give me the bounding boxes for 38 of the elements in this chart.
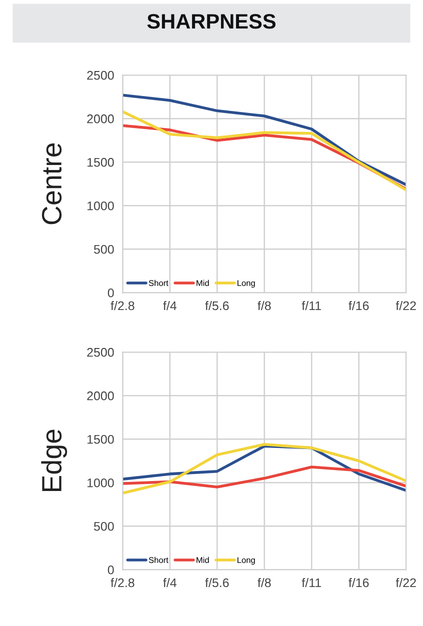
x-tick-label: f/4	[163, 300, 176, 310]
legend-label: Mid	[196, 556, 209, 564]
line-series	[122, 110, 406, 192]
x-tick-label: f/8	[258, 578, 271, 588]
x-tick-label: f/16	[348, 578, 369, 588]
x-tick-label: f/5.6	[205, 578, 229, 588]
legend-label: Long	[238, 280, 255, 288]
legend-label: Long	[238, 557, 255, 565]
x-tick-label: f/11	[302, 300, 321, 310]
y-tick-label: 1500	[87, 434, 114, 444]
x-tick-label: f/16	[348, 300, 369, 310]
y-tick-label: 2000	[87, 114, 114, 124]
x-tick-label: f/8	[258, 300, 271, 310]
y-tick-label: 0	[108, 565, 114, 574]
y-tick-label: 500	[94, 244, 114, 254]
x-tick-label: f/2.8	[110, 300, 134, 310]
y-axis-title: Edge	[41, 430, 68, 492]
y-tick-label: 1500	[87, 158, 114, 167]
y-axis-title: Centre	[42, 143, 62, 224]
chart-title: SHARPNESS	[147, 14, 276, 29]
y-tick-label: 2500	[87, 70, 114, 80]
legend-label: Short	[148, 280, 168, 286]
legend-label: Short	[148, 556, 168, 564]
legend-label: Mid	[196, 280, 209, 286]
y-tick-label: 500	[94, 522, 114, 531]
y-tick-label: 2500	[87, 348, 114, 357]
line-series	[122, 94, 406, 186]
y-tick-label: 1000	[87, 201, 114, 210]
x-tick-label: f/4	[163, 578, 176, 588]
x-tick-label: f/22	[396, 578, 416, 588]
x-tick-label: f/5.6	[205, 300, 229, 310]
x-tick-label: f/11	[302, 578, 321, 588]
y-tick-label: 1000	[87, 478, 114, 488]
x-tick-label: f/2.8	[110, 578, 134, 588]
y-tick-label: 2000	[87, 391, 114, 400]
y-tick-label: 0	[108, 288, 114, 298]
x-tick-label: f/22	[396, 300, 416, 310]
line-series	[122, 466, 406, 488]
